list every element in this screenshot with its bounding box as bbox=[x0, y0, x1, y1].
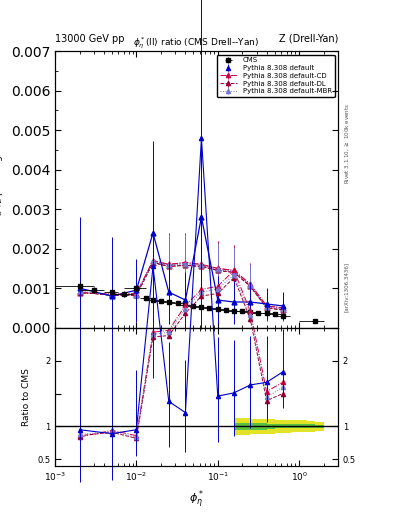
Text: [arXiv:1306.3436]: [arXiv:1306.3436] bbox=[344, 262, 349, 312]
Legend: CMS, Pythia 8.308 default, Pythia 8.308 default-CD, Pythia 8.308 default-DL, Pyt: CMS, Pythia 8.308 default, Pythia 8.308 … bbox=[217, 55, 334, 97]
Y-axis label: Ratio$_{G\to Z}$ peak region: Ratio$_{G\to Z}$ peak region bbox=[0, 140, 5, 239]
Text: 13000 GeV pp: 13000 GeV pp bbox=[55, 33, 125, 44]
Text: Rivet 3.1.10, $\geq$ 100k events: Rivet 3.1.10, $\geq$ 100k events bbox=[344, 103, 351, 184]
Title: $\phi^*_\eta$(ll) ratio (CMS Drell--Yan): $\phi^*_\eta$(ll) ratio (CMS Drell--Yan) bbox=[133, 36, 260, 51]
Y-axis label: Ratio to CMS: Ratio to CMS bbox=[22, 368, 31, 426]
X-axis label: $\phi^*_\eta$: $\phi^*_\eta$ bbox=[189, 489, 204, 511]
Text: Z (Drell-Yan): Z (Drell-Yan) bbox=[279, 33, 338, 44]
